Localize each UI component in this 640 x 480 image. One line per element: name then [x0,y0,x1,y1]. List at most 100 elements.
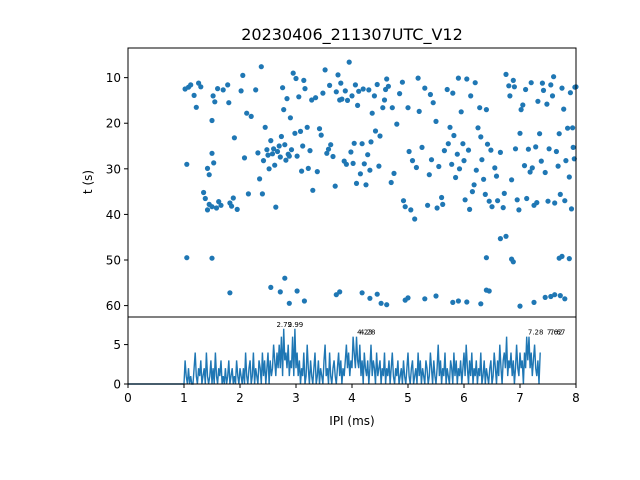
scatter-point [556,131,562,137]
scatter-point [562,198,568,204]
scatter-point [533,144,539,150]
scatter-point [343,161,349,167]
scatter-point [368,139,374,145]
scatter-point [447,124,453,130]
scatter-point [245,191,251,197]
scatter-point [255,150,261,156]
chart-title: 20230406_211307UTC_V12 [241,25,463,45]
scatter-point [426,172,432,178]
scatter-point [276,143,282,149]
scatter-point [301,298,307,304]
scatter-panel: 10 20 30 40 50 60 t (s) [81,47,579,318]
scatter-point [225,82,231,88]
scatter-point [549,93,556,99]
scatter-point [559,85,565,91]
scatter-point [226,100,232,106]
scatter-point [516,207,522,213]
scatter-point [349,93,355,99]
scatter-point [503,71,509,77]
scatter-point [500,205,506,211]
scatter-point [566,174,572,180]
scatter-point [566,256,572,262]
scatter-point [416,108,422,114]
scatter-point [399,79,405,85]
scatter-point [570,125,576,131]
scatter-point [191,92,197,98]
ipi-panel: 2.792.99 4.234.28 7.28 7.627.67 0 1 2 3 4 5 6 7 8 0… [113,316,580,428]
scatter-point [384,76,390,82]
scatter-point [464,76,470,82]
scatter-point [381,97,388,103]
peak-label: 2.79 [276,321,292,329]
scatter-point [380,105,386,111]
scatter-point [300,143,306,149]
scatter-point [330,153,336,160]
scatter-point [322,67,328,73]
scatter-point [570,144,576,150]
scatter-point [497,149,503,155]
scatter-point [269,151,276,157]
scatter-point [366,87,372,93]
scatter-point [553,148,560,155]
scatter-point [332,183,338,189]
scatter-point [517,130,523,136]
scatter-point [455,298,461,304]
scatter-point [529,165,535,171]
scatter-point [356,88,362,94]
scatter-point [478,301,484,307]
scatter-point [372,128,379,134]
ipi-x-tick-label: 7 [516,391,524,405]
ipi-x-tick-label: 5 [404,391,412,405]
scatter-point [451,132,457,139]
scatter-point [486,288,492,294]
scatter-point [507,93,513,99]
scatter-point [405,295,411,301]
scatter-point [458,109,464,115]
scatter-point [537,131,543,137]
scatter-point [548,293,554,300]
scatter-point [540,87,547,93]
scatter-point [294,288,300,294]
scatter-y-label: t (s) [81,170,95,194]
scatter-point [339,96,345,102]
scatter-point [492,165,498,171]
scatter-point [512,146,519,152]
scatter-point [405,105,411,111]
scatter-y-tick-label: 60 [106,299,121,313]
scatter-point [258,64,264,70]
scatter-point [548,82,554,88]
scatter-point [257,176,263,182]
scatter-point [483,107,489,113]
scatter-y-tick-label: 30 [106,162,121,176]
scatter-point [202,195,208,202]
scatter-point [434,205,440,211]
scatter-point [477,105,483,111]
scatter-point [374,291,380,297]
scatter-point [510,259,516,265]
scatter-point [248,113,254,119]
scatter-point [433,293,439,299]
scatter-point [484,141,491,147]
scatter-point [489,204,495,210]
scatter-point [201,189,207,196]
scatter-point [488,147,494,153]
scatter-point [568,206,575,212]
ipi-x-tick-label: 6 [460,391,468,405]
ipi-density-line [128,328,541,385]
scatter-point [456,166,463,172]
peak-label: 7.62 [547,329,563,337]
scatter-point [290,70,296,76]
scatter-point [337,289,343,295]
scatter-point [394,121,400,127]
scatter-point [561,106,567,112]
scatter-point [209,255,215,261]
scatter-point [264,147,270,153]
scatter-point [262,124,268,130]
scatter-point [318,132,324,138]
scatter-point [213,205,220,211]
scatter-point [365,152,371,158]
scatter-point [479,157,485,163]
scatter-point [374,81,380,88]
